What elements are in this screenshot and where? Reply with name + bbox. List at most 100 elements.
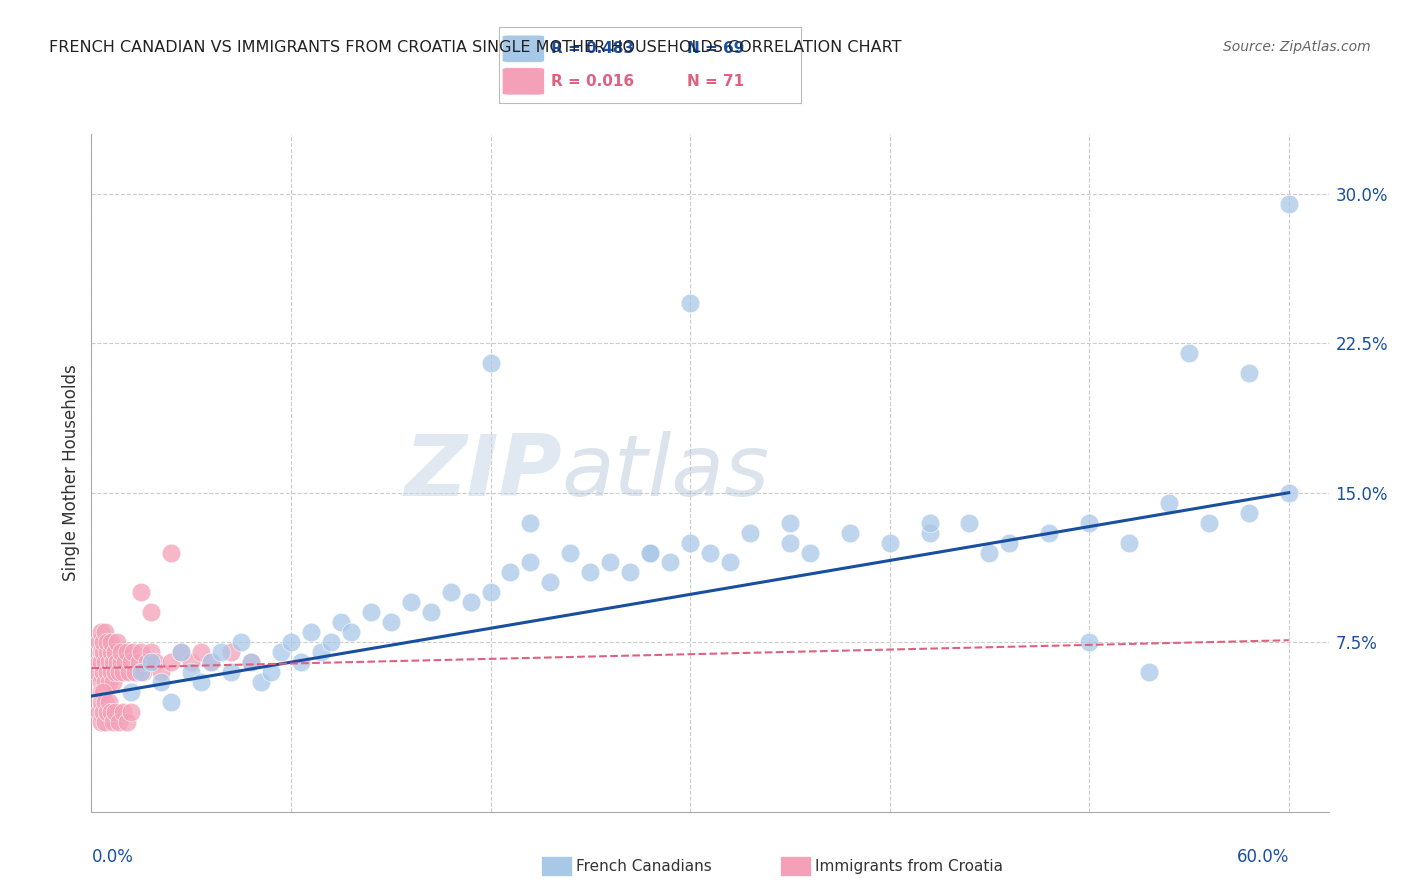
Point [219,645,242,659]
Point [100,635,122,649]
Point [918,516,941,530]
Point [229,635,252,649]
Point [240,655,263,669]
Point [108,714,131,729]
Point [200,655,222,669]
Point [129,665,152,680]
Point [959,516,981,530]
Point [219,665,242,680]
Point [160,655,183,669]
Point [136,655,159,669]
Point [538,575,561,590]
Point [340,625,363,640]
Y-axis label: Single Mother Households: Single Mother Households [62,365,80,581]
Point [170,645,193,659]
Point [104,645,127,659]
Point [86,665,108,680]
Text: ZIP: ZIP [404,431,561,515]
Point [918,525,941,540]
Point [779,535,801,549]
Point [160,545,183,559]
Point [1137,665,1160,680]
Point [129,585,152,599]
Point [141,605,163,619]
Point [879,535,901,549]
Point [209,645,232,659]
Point [103,714,125,729]
Point [90,655,112,669]
Point [129,645,152,659]
Point [150,665,173,680]
Point [170,645,193,659]
Point [399,595,422,609]
Point [160,695,183,709]
Point [499,566,522,580]
Point [89,635,111,649]
Point [118,665,141,680]
Point [1078,635,1101,649]
Point [738,525,761,540]
Point [260,665,283,680]
Text: R = 0.016: R = 0.016 [551,74,634,89]
Point [979,545,1001,559]
Point [112,705,135,719]
Point [120,685,142,699]
Point [290,655,312,669]
Point [94,714,117,729]
Point [150,675,173,690]
Point [100,665,122,680]
Point [439,585,461,599]
Point [100,705,122,719]
Point [90,695,112,709]
FancyBboxPatch shape [502,35,544,62]
Point [117,714,139,729]
Point [90,685,112,699]
Point [679,535,702,549]
Point [838,525,860,540]
Point [98,675,121,690]
Point [141,645,163,659]
Point [120,705,142,719]
Point [250,675,273,690]
Point [110,655,132,669]
Point [190,645,212,659]
Point [1038,525,1060,540]
Point [1278,196,1301,211]
Point [799,545,821,559]
Point [98,695,121,709]
Point [240,655,263,669]
Point [132,665,155,680]
Point [141,655,163,669]
Text: N = 71: N = 71 [686,74,744,89]
Point [103,655,125,669]
Point [96,665,118,680]
Text: 60.0%: 60.0% [1236,847,1289,865]
Text: FRENCH CANADIAN VS IMMIGRANTS FROM CROATIA SINGLE MOTHER HOUSEHOLDS CORRELATION : FRENCH CANADIAN VS IMMIGRANTS FROM CROAT… [49,40,901,55]
Point [659,556,682,570]
Point [94,655,117,669]
Point [619,566,641,580]
Point [280,635,302,649]
Point [419,605,441,619]
Point [90,675,112,690]
Point [1118,535,1140,549]
Point [299,625,322,640]
Point [93,665,115,680]
Point [479,356,502,370]
Point [89,705,111,719]
Point [699,545,721,559]
Point [96,645,118,659]
Point [108,665,131,680]
Point [460,595,482,609]
Point [679,296,702,310]
Point [1198,516,1220,530]
Point [519,556,541,570]
Point [117,645,139,659]
Text: Source: ZipAtlas.com: Source: ZipAtlas.com [1223,40,1371,54]
Point [103,675,125,690]
Point [309,645,332,659]
Point [98,655,121,669]
Text: atlas: atlas [561,431,769,515]
Point [329,615,352,630]
Point [122,645,145,659]
